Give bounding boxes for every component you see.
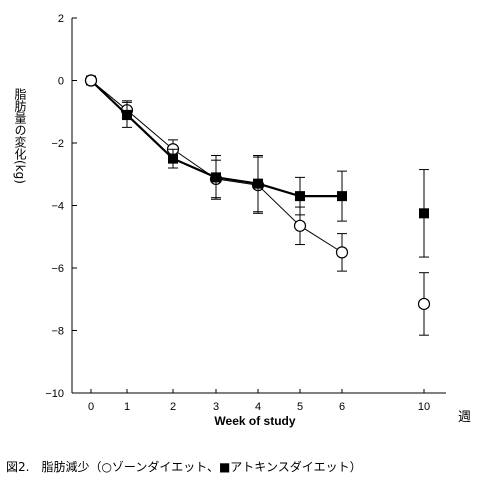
- y-tick-label: −8: [51, 326, 64, 338]
- series-layer: [84, 74, 431, 336]
- data-point-circle: [335, 246, 349, 259]
- x-axis-ticks: 0 1 2 3 4 5 6 10: [88, 389, 430, 413]
- data-point-square: [419, 208, 429, 219]
- figure-caption: 図2. 脂肪減少（○ゾーンダイエット、■アトキンスダイエット）: [6, 460, 362, 474]
- y-tick-label: −2: [51, 138, 64, 150]
- data-point-circle: [293, 219, 307, 232]
- data-point-square: [211, 172, 221, 183]
- x-tick-label: 5: [297, 401, 303, 413]
- y-tick-label: 2: [58, 13, 64, 25]
- y-axis-ticks: 2 0 −2 −4 −6 −8 −10: [45, 13, 77, 400]
- x-axis-label: Week of study: [214, 414, 295, 428]
- data-point-square: [295, 191, 305, 202]
- x-tick-label: 4: [255, 401, 261, 413]
- data-point-square: [122, 109, 132, 120]
- x-tick-label: 3: [213, 401, 219, 413]
- x-tick-label: 10: [418, 401, 430, 413]
- x-axis-unit-label: 週: [458, 410, 471, 425]
- y-tick-label: −6: [51, 263, 64, 275]
- y-axis-label: 脂肪量の変化(kg): [13, 87, 27, 184]
- y-tick-label: −10: [45, 388, 64, 400]
- data-point-square: [168, 153, 178, 164]
- x-tick-label: 2: [170, 401, 176, 413]
- axes: [71, 18, 446, 394]
- data-point-square: [337, 191, 347, 202]
- x-tick-label: 1: [124, 401, 130, 413]
- data-point-circle: [417, 297, 431, 311]
- data-point-circle: [84, 74, 98, 87]
- series-filled-square: [86, 75, 429, 258]
- data-point-square: [253, 178, 263, 189]
- x-tick-label: 6: [339, 401, 345, 413]
- x-tick-label: 0: [88, 401, 94, 413]
- y-tick-label: −4: [51, 201, 64, 213]
- y-tick-label: 0: [58, 76, 64, 88]
